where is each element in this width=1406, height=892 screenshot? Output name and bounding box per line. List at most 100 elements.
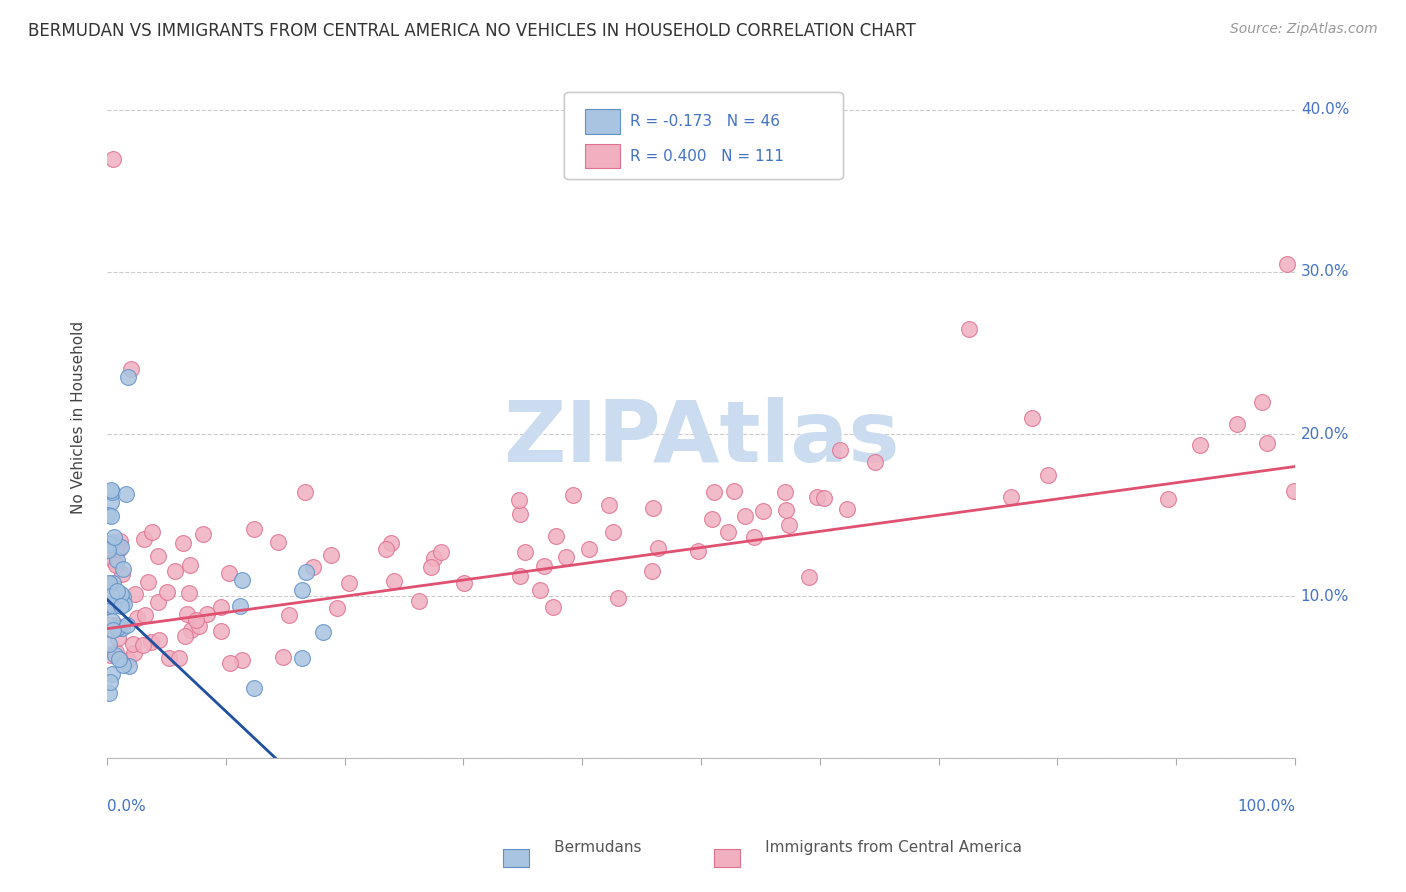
Point	[148, 633, 170, 648]
Point	[752, 504, 775, 518]
Point	[176, 607, 198, 622]
Point	[122, 637, 145, 651]
Point	[101, 667, 124, 681]
Point	[1250, 394, 1272, 409]
Point	[101, 614, 124, 628]
Point	[513, 545, 536, 559]
Point	[291, 582, 314, 597]
Point	[122, 646, 145, 660]
Text: 30.0%: 30.0%	[1301, 265, 1350, 279]
Point	[218, 566, 240, 581]
Point	[408, 594, 430, 608]
Point	[700, 512, 723, 526]
Point	[132, 639, 155, 653]
Point	[100, 509, 122, 524]
Point	[112, 597, 135, 611]
Point	[508, 492, 530, 507]
Point	[291, 650, 314, 665]
Point	[107, 651, 129, 665]
Point	[184, 613, 207, 627]
Text: Immigrants from Central America: Immigrants from Central America	[731, 839, 1022, 855]
Point	[136, 574, 159, 589]
Point	[180, 623, 202, 637]
Point	[529, 582, 551, 597]
Point	[115, 618, 138, 632]
Point	[1000, 490, 1022, 504]
Point	[453, 575, 475, 590]
Point	[533, 558, 555, 573]
Point	[742, 530, 765, 544]
Point	[104, 645, 127, 659]
Point	[105, 584, 128, 599]
Text: R = 0.400   N = 111: R = 0.400 N = 111	[630, 149, 783, 163]
Bar	[585, 144, 620, 169]
Point	[141, 525, 163, 540]
Point	[157, 651, 180, 665]
Point	[688, 543, 710, 558]
Point	[423, 551, 446, 566]
Point	[231, 653, 253, 667]
Point	[139, 634, 162, 648]
Point	[243, 681, 266, 696]
Point	[723, 483, 745, 498]
Point	[97, 686, 120, 700]
Point	[97, 599, 120, 614]
Point	[717, 524, 740, 539]
Point	[110, 621, 132, 635]
Point	[110, 540, 132, 554]
Point	[110, 587, 132, 601]
Point	[1189, 437, 1212, 451]
Point	[100, 495, 122, 509]
Point	[105, 622, 128, 636]
Point	[112, 590, 135, 604]
Point	[1021, 411, 1043, 425]
Point	[271, 650, 294, 665]
Point	[125, 611, 148, 625]
Point	[103, 530, 125, 544]
Point	[419, 559, 441, 574]
Point	[1284, 483, 1306, 498]
Point	[775, 503, 797, 517]
Point	[319, 548, 342, 562]
Point	[554, 549, 576, 564]
Point	[541, 599, 564, 614]
Point	[101, 152, 124, 166]
Point	[191, 527, 214, 541]
Point	[647, 541, 669, 556]
Point	[509, 569, 531, 583]
Point	[100, 589, 122, 603]
Point	[778, 517, 800, 532]
Point	[97, 618, 120, 632]
Point	[430, 545, 453, 559]
Point	[598, 499, 620, 513]
Point	[117, 653, 139, 667]
Point	[146, 549, 169, 564]
Point	[209, 624, 232, 638]
Point	[602, 525, 624, 540]
Point	[97, 598, 120, 612]
FancyBboxPatch shape	[564, 93, 844, 179]
Point	[100, 483, 122, 497]
Point	[98, 537, 121, 551]
Point	[835, 502, 858, 516]
Point	[278, 608, 301, 623]
Point	[641, 501, 664, 516]
Point	[169, 651, 191, 665]
Point	[242, 522, 264, 536]
Point	[103, 623, 125, 637]
Point	[104, 617, 127, 632]
Point	[380, 536, 402, 550]
Point	[1275, 257, 1298, 271]
Point	[578, 542, 600, 557]
Point	[775, 485, 797, 500]
Point	[830, 442, 852, 457]
Point	[174, 629, 197, 643]
Point	[703, 485, 725, 500]
Text: 10.0%: 10.0%	[1301, 589, 1350, 604]
Point	[101, 485, 124, 500]
Point	[104, 558, 127, 573]
Point	[957, 322, 980, 336]
Point	[562, 488, 585, 502]
Point	[101, 599, 124, 613]
Point	[312, 624, 335, 639]
